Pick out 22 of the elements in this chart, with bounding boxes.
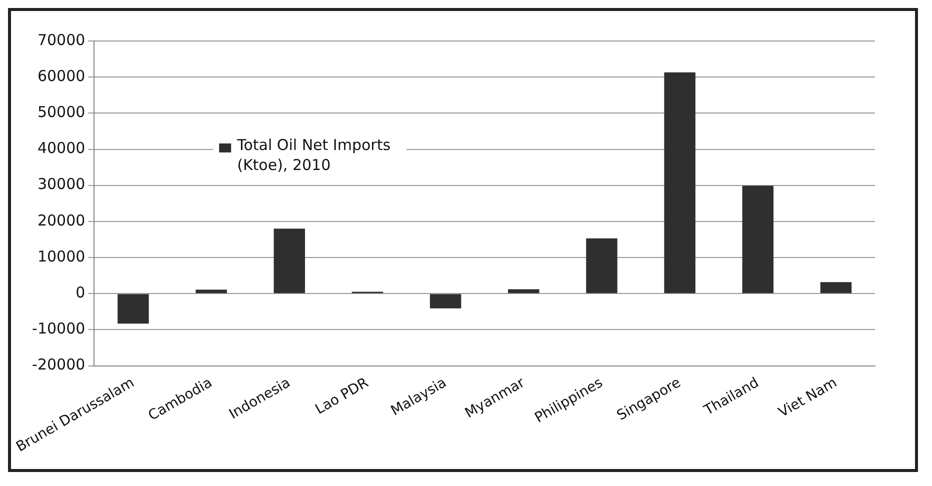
bar [196, 290, 227, 294]
bar [430, 294, 462, 308]
x-tick-label: Lao PDR [312, 374, 372, 418]
bar [820, 282, 852, 294]
y-tick-label: -20000 [32, 356, 86, 374]
y-tick-label: 50000 [37, 103, 86, 122]
y-tick-label: 10000 [37, 247, 86, 266]
legend-label: Total Oil Net Imports (Ktoe), 2010 [236, 136, 391, 174]
bar [274, 228, 305, 294]
bar [586, 238, 618, 294]
y-tick-label: 60000 [37, 66, 86, 85]
y-tick-label: 30000 [37, 175, 86, 194]
bar [742, 186, 774, 294]
bar [118, 294, 149, 324]
x-tick-label: Viet Nam [776, 374, 840, 421]
bar [664, 72, 696, 294]
y-tick-label: 70000 [37, 30, 86, 49]
y-tick-label: 0 [76, 284, 86, 302]
y-tick-label: -10000 [32, 320, 86, 338]
bar [508, 289, 540, 294]
y-tick-label: 40000 [37, 139, 86, 158]
y-tick-label: 20000 [37, 211, 86, 230]
